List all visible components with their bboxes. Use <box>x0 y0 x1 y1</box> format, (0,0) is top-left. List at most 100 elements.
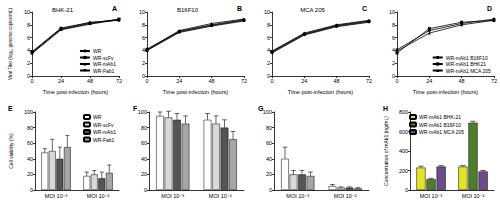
svg-text:10: 10 <box>24 9 30 15</box>
svg-text:WR-mAb1 BHK-21: WR-mAb1 BHK-21 <box>419 114 461 120</box>
svg-text:MOI 10⁻²: MOI 10⁻² <box>209 193 232 199</box>
svg-text:48: 48 <box>334 78 340 84</box>
svg-text:200: 200 <box>399 168 408 174</box>
svg-text:0: 0 <box>30 78 33 84</box>
svg-text:600: 600 <box>399 129 408 135</box>
svg-text:400: 400 <box>399 148 408 154</box>
svg-text:Time post-infection (hours): Time post-infection (hours) <box>163 89 228 95</box>
svg-text:WR: WR <box>93 48 102 54</box>
svg-text:WR-mAb1: WR-mAb1 <box>93 61 116 67</box>
svg-text:20: 20 <box>141 171 147 177</box>
svg-text:D: D <box>487 5 492 12</box>
svg-text:MOI 10⁻³: MOI 10⁻³ <box>45 193 68 199</box>
svg-text:MOI 10⁻²: MOI 10⁻² <box>334 193 357 199</box>
svg-text:2: 2 <box>267 60 270 66</box>
svg-text:40: 40 <box>27 156 33 162</box>
svg-text:WR-mAb1 MCA 205: WR-mAb1 MCA 205 <box>419 129 464 135</box>
svg-text:40: 40 <box>266 156 272 162</box>
svg-text:80: 80 <box>141 125 147 131</box>
svg-text:0: 0 <box>144 187 147 193</box>
svg-text:4: 4 <box>392 47 395 53</box>
svg-text:0: 0 <box>269 187 272 193</box>
svg-text:6: 6 <box>392 35 395 41</box>
svg-text:WR-mAb1 B16F10: WR-mAb1 B16F10 <box>446 55 488 61</box>
svg-text:Time post-infection (hours): Time post-infection (hours) <box>288 89 353 95</box>
svg-text:72: 72 <box>366 78 372 84</box>
svg-text:60: 60 <box>141 140 147 146</box>
svg-text:4: 4 <box>27 47 30 53</box>
svg-text:2: 2 <box>27 60 30 66</box>
svg-text:0: 0 <box>141 73 145 79</box>
svg-text:Time post-infection (hours): Time post-infection (hours) <box>43 89 108 95</box>
svg-text:100: 100 <box>138 109 147 115</box>
svg-text:10: 10 <box>264 9 270 15</box>
svg-text:Concentration of mAb1 (ng/mL): Concentration of mAb1 (ng/mL) <box>383 116 389 186</box>
svg-text:2: 2 <box>392 60 395 66</box>
svg-text:20: 20 <box>27 171 33 177</box>
svg-text:WR-scFv: WR-scFv <box>93 122 114 128</box>
svg-text:H: H <box>383 105 388 112</box>
svg-text:WR-scFv: WR-scFv <box>93 55 114 61</box>
svg-text:20: 20 <box>266 171 272 177</box>
svg-text:Cell viability (%): Cell viability (%) <box>8 133 14 169</box>
svg-text:24: 24 <box>426 78 432 84</box>
svg-text:48: 48 <box>87 78 93 84</box>
svg-text:6: 6 <box>142 35 145 41</box>
svg-text:72: 72 <box>491 78 497 84</box>
svg-text:6: 6 <box>267 35 270 41</box>
svg-text:WR-mAb1 MCA 205: WR-mAb1 MCA 205 <box>446 68 491 74</box>
svg-text:60: 60 <box>27 140 33 146</box>
svg-text:MOI 10⁻³: MOI 10⁻³ <box>161 193 184 199</box>
svg-text:G: G <box>258 105 264 112</box>
svg-text:8: 8 <box>142 22 145 28</box>
svg-text:4: 4 <box>267 47 270 53</box>
svg-text:WR-Fab1: WR-Fab1 <box>93 68 115 74</box>
svg-text:MOI 10⁻³: MOI 10⁻³ <box>420 193 443 199</box>
svg-text:40: 40 <box>141 156 147 162</box>
svg-text:E: E <box>8 105 13 112</box>
svg-text:72: 72 <box>116 78 122 84</box>
svg-text:0: 0 <box>270 78 273 84</box>
svg-text:2: 2 <box>142 60 145 66</box>
svg-text:MOI 10⁻²: MOI 10⁻² <box>462 193 485 199</box>
svg-text:0: 0 <box>145 78 148 84</box>
svg-text:10: 10 <box>139 9 145 15</box>
svg-text:WR-Fab1: WR-Fab1 <box>93 137 115 143</box>
svg-text:B16F10: B16F10 <box>177 7 199 13</box>
svg-text:10: 10 <box>389 9 395 15</box>
svg-text:0: 0 <box>30 187 33 193</box>
svg-text:Time post-infection (hours): Time post-infection (hours) <box>413 89 478 95</box>
svg-text:WR-mAb1 B16F10: WR-mAb1 B16F10 <box>419 122 461 128</box>
svg-text:BHK-21: BHK-21 <box>52 7 74 13</box>
svg-text:8: 8 <box>392 22 395 28</box>
svg-text:4: 4 <box>142 47 145 53</box>
svg-text:MOI 10⁻²: MOI 10⁻² <box>87 193 110 199</box>
svg-text:24: 24 <box>176 78 182 84</box>
svg-text:24: 24 <box>58 78 64 84</box>
svg-text:100: 100 <box>24 109 33 115</box>
svg-text:C: C <box>362 5 367 12</box>
svg-text:48: 48 <box>459 78 465 84</box>
svg-text:24: 24 <box>301 78 307 84</box>
svg-text:A: A <box>112 5 117 12</box>
svg-text:Viral Titer (log₁₀ genome copi: Viral Titer (log₁₀ genome copies/mL) <box>8 8 13 80</box>
svg-text:72: 72 <box>241 78 247 84</box>
svg-text:80: 80 <box>27 125 33 131</box>
svg-text:0: 0 <box>395 78 398 84</box>
svg-text:0: 0 <box>405 187 408 193</box>
svg-text:F: F <box>133 105 138 112</box>
svg-text:800: 800 <box>399 109 408 115</box>
svg-text:48: 48 <box>209 78 215 84</box>
svg-text:MCA 205: MCA 205 <box>300 7 325 13</box>
svg-text:100: 100 <box>263 109 272 115</box>
svg-text:WR: WR <box>93 114 102 120</box>
svg-text:B: B <box>237 5 242 12</box>
svg-text:8: 8 <box>267 22 270 28</box>
svg-text:60: 60 <box>266 140 272 146</box>
svg-text:80: 80 <box>266 125 272 131</box>
svg-text:MOI 10⁻³: MOI 10⁻³ <box>286 193 309 199</box>
svg-text:8: 8 <box>27 22 30 28</box>
svg-text:6: 6 <box>27 35 30 41</box>
svg-text:WR-mAb1 BHK21: WR-mAb1 BHK21 <box>446 61 487 67</box>
svg-text:WR-mAb1: WR-mAb1 <box>93 129 116 135</box>
